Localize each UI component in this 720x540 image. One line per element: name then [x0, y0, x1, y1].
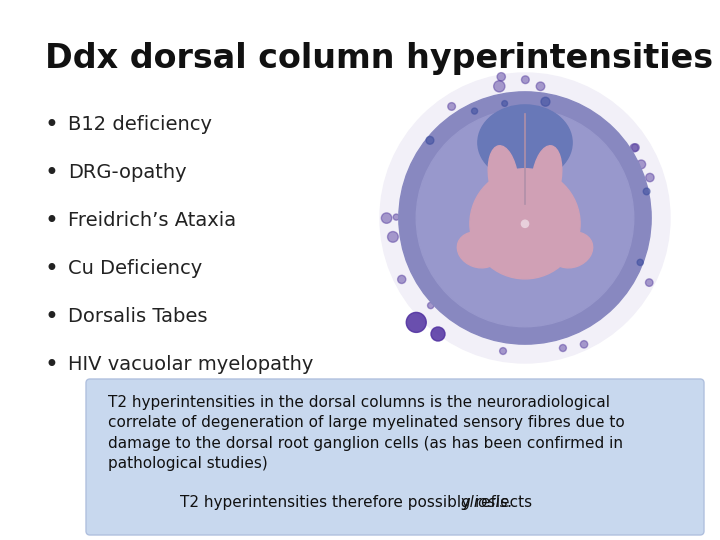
- Circle shape: [643, 188, 650, 195]
- Circle shape: [521, 76, 529, 84]
- Circle shape: [497, 73, 505, 81]
- Text: Cu Deficiency: Cu Deficiency: [68, 260, 202, 279]
- Circle shape: [536, 82, 545, 91]
- Text: Freidrich’s Ataxia: Freidrich’s Ataxia: [68, 212, 236, 231]
- Ellipse shape: [478, 105, 572, 180]
- Text: •: •: [45, 305, 59, 329]
- Circle shape: [541, 97, 550, 106]
- Text: B12 deficiency: B12 deficiency: [68, 116, 212, 134]
- Text: •: •: [45, 161, 59, 185]
- Circle shape: [426, 137, 434, 144]
- Text: DRG-opathy: DRG-opathy: [68, 164, 186, 183]
- Circle shape: [494, 80, 505, 92]
- Circle shape: [631, 144, 639, 151]
- Circle shape: [399, 92, 651, 344]
- Circle shape: [470, 168, 580, 279]
- Circle shape: [630, 144, 638, 152]
- Circle shape: [502, 100, 508, 106]
- Circle shape: [646, 279, 653, 286]
- Circle shape: [393, 214, 400, 220]
- Text: •: •: [45, 353, 59, 377]
- Text: •: •: [45, 257, 59, 281]
- Ellipse shape: [515, 187, 535, 260]
- Circle shape: [431, 327, 445, 341]
- Circle shape: [380, 73, 670, 363]
- Circle shape: [406, 313, 426, 333]
- Text: •: •: [45, 209, 59, 233]
- Text: HIV vacuolar myelopathy: HIV vacuolar myelopathy: [68, 355, 313, 375]
- Circle shape: [416, 109, 634, 327]
- Text: T2 hyperintensities in the dorsal columns is the neuroradiological
correlate of : T2 hyperintensities in the dorsal column…: [108, 395, 625, 471]
- Ellipse shape: [532, 146, 562, 209]
- Circle shape: [387, 232, 398, 242]
- Circle shape: [580, 341, 588, 348]
- Circle shape: [428, 302, 434, 309]
- Text: •: •: [45, 113, 59, 137]
- Circle shape: [636, 160, 646, 169]
- FancyBboxPatch shape: [86, 379, 704, 535]
- Ellipse shape: [550, 232, 593, 268]
- Circle shape: [637, 259, 644, 266]
- Circle shape: [472, 108, 477, 114]
- Ellipse shape: [457, 232, 500, 268]
- Circle shape: [646, 173, 654, 182]
- Ellipse shape: [488, 146, 518, 209]
- Circle shape: [521, 220, 528, 227]
- Text: T2 hyperintensities therefore possibly reflects: T2 hyperintensities therefore possibly r…: [180, 495, 537, 510]
- Text: gliosis.: gliosis.: [461, 495, 513, 510]
- Circle shape: [382, 213, 392, 224]
- Circle shape: [559, 345, 567, 352]
- Circle shape: [500, 348, 506, 354]
- Text: Ddx dorsal column hyperintensities: Ddx dorsal column hyperintensities: [45, 42, 713, 75]
- Circle shape: [397, 275, 406, 284]
- Circle shape: [448, 103, 456, 110]
- Text: Dorsalis Tabes: Dorsalis Tabes: [68, 307, 207, 327]
